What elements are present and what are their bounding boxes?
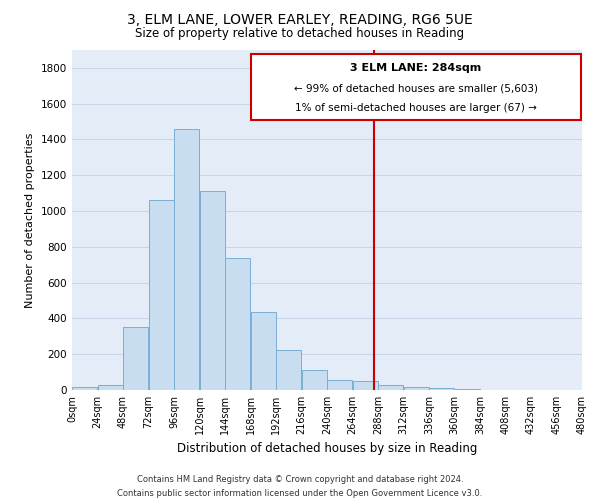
Bar [328,380,352,390]
Bar [430,388,454,390]
Bar [251,312,275,390]
Text: Size of property relative to detached houses in Reading: Size of property relative to detached ho… [136,28,464,40]
Text: 3 ELM LANE: 284sqm: 3 ELM LANE: 284sqm [350,63,481,73]
Text: 3, ELM LANE, LOWER EARLEY, READING, RG6 5UE: 3, ELM LANE, LOWER EARLEY, READING, RG6 … [127,12,473,26]
Bar [200,192,224,390]
Y-axis label: Number of detached properties: Number of detached properties [25,132,35,308]
Text: Contains HM Land Registry data © Crown copyright and database right 2024.
Contai: Contains HM Land Registry data © Crown c… [118,476,482,498]
Bar [73,388,97,390]
Bar [226,258,250,390]
Bar [251,54,581,120]
Bar [455,389,479,390]
X-axis label: Distribution of detached houses by size in Reading: Distribution of detached houses by size … [177,442,477,456]
Bar [124,328,148,390]
Bar [379,384,403,390]
Bar [353,381,377,390]
Bar [149,200,173,390]
Bar [277,350,301,390]
Bar [404,388,428,390]
Text: ← 99% of detached houses are smaller (5,603): ← 99% of detached houses are smaller (5,… [294,83,538,93]
Bar [175,128,199,390]
Text: 1% of semi-detached houses are larger (67) →: 1% of semi-detached houses are larger (6… [295,103,536,113]
Bar [302,370,326,390]
Bar [98,384,122,390]
